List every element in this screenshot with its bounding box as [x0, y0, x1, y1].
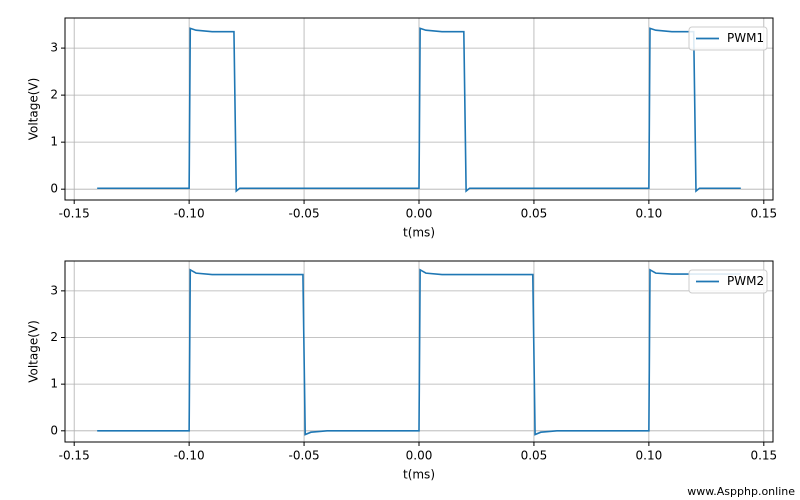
x-tick-label: -0.05: [289, 449, 320, 463]
x-tick-label: 0.15: [750, 449, 777, 463]
axes-frame: [64, 17, 774, 201]
y-tick-label: 2: [50, 88, 58, 102]
legend-box: [688, 269, 768, 294]
y-tick-label: 1: [50, 377, 58, 391]
y-tick-label: 1: [50, 135, 58, 149]
watermark: www.Aspphp.online: [687, 485, 795, 498]
series-line: [97, 268, 741, 436]
y-tick-label: 3: [50, 283, 58, 297]
y-tick-label: 2: [50, 330, 58, 344]
x-tick-label: -0.05: [289, 207, 320, 221]
y-axis-label: Voltage(V): [27, 320, 41, 383]
x-tick-label: -0.15: [59, 207, 90, 221]
legend-label: PWM1: [727, 31, 764, 45]
x-tick-label: -0.10: [174, 449, 205, 463]
x-axis-label: t(ms): [403, 468, 435, 482]
x-tick-label: 0.05: [521, 207, 548, 221]
x-axis-label: t(ms): [403, 226, 435, 240]
legend-box: [688, 26, 768, 51]
x-tick-label: 0.05: [521, 449, 548, 463]
y-tick-label: 0: [50, 182, 58, 196]
y-axis-label: Voltage(V): [27, 78, 41, 141]
x-tick-label: 0.10: [636, 207, 663, 221]
x-tick-label: 0.00: [406, 207, 433, 221]
x-tick-label: -0.15: [59, 449, 90, 463]
x-tick-label: -0.10: [174, 207, 205, 221]
y-tick-label: 3: [50, 41, 58, 55]
x-tick-label: 0.15: [750, 207, 777, 221]
legend-label: PWM2: [727, 274, 764, 288]
axes-frame: [64, 260, 774, 443]
x-tick-label: 0.00: [406, 449, 433, 463]
series-line: [97, 27, 741, 193]
x-tick-label: 0.10: [636, 449, 663, 463]
y-tick-label: 0: [50, 423, 58, 437]
